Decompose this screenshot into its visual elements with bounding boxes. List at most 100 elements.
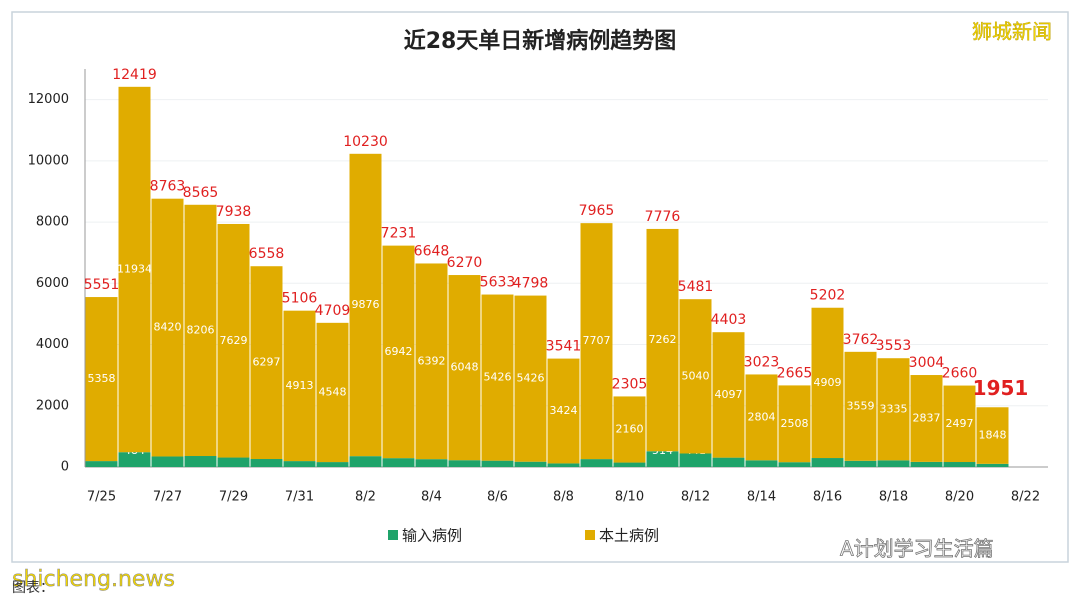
total-label: 4403	[711, 312, 747, 328]
legend-label: 输入病例	[402, 527, 462, 545]
legend-swatch	[388, 530, 398, 540]
bar-segment	[844, 351, 877, 461]
segment-label: 4097	[715, 388, 743, 401]
total-label: 7231	[381, 226, 417, 242]
x-tick-label: 8/18	[879, 490, 908, 505]
segment-label: 7629	[220, 334, 248, 347]
total-label: 8763	[150, 179, 186, 195]
bar-segment	[250, 266, 283, 460]
segment-label: 5426	[517, 372, 545, 385]
total-label: 2660	[942, 366, 978, 382]
segment-label: 2837	[913, 411, 941, 424]
bar-segment	[811, 458, 844, 467]
total-label: 3762	[843, 332, 879, 348]
x-tick-label: 8/16	[813, 490, 842, 505]
x-tick-label: 8/2	[355, 490, 376, 505]
segment-label: 6048	[451, 361, 479, 374]
total-label: 5481	[678, 279, 714, 295]
bar-segment	[481, 294, 514, 461]
bar-segment	[679, 299, 712, 454]
segment-label: 3559	[847, 399, 875, 412]
total-label: 6648	[414, 243, 450, 259]
segment-label: 2160	[616, 422, 644, 435]
bar-segment	[976, 407, 1009, 464]
x-tick-label: 8/12	[681, 490, 710, 505]
x-tick-label: 7/31	[285, 490, 314, 505]
bar-segment	[976, 463, 1009, 467]
segment-label: 3424	[550, 404, 578, 417]
bar-segment	[415, 263, 448, 460]
bar-segment	[85, 297, 118, 462]
segment-label: 8206	[187, 323, 215, 336]
legend-swatch	[585, 530, 595, 540]
total-label: 8565	[183, 185, 219, 201]
bar-segment	[415, 459, 448, 467]
segment-label: 7262	[649, 333, 677, 346]
segment-label: 2508	[781, 417, 809, 430]
total-label: 4709	[315, 303, 351, 319]
x-tick-label: 8/8	[553, 490, 574, 505]
total-label: 7776	[645, 209, 681, 225]
total-label: 5633	[480, 275, 516, 291]
total-label: 4798	[513, 276, 549, 292]
bar-segment	[382, 245, 415, 459]
bar-segment	[514, 461, 547, 467]
bar-segment	[547, 463, 580, 467]
segment-label: 7707	[583, 334, 611, 347]
bar-segment	[250, 459, 283, 467]
bar-segment	[943, 385, 976, 463]
bar-segment	[382, 458, 415, 467]
bar-segment	[514, 295, 547, 462]
bar-segment	[580, 459, 613, 467]
segment-label: 6297	[253, 356, 281, 369]
bar-segment	[943, 462, 976, 467]
y-tick-label: 6000	[36, 276, 69, 291]
bar-segment	[547, 358, 580, 464]
x-tick-label: 7/27	[153, 490, 182, 505]
bar-segment	[580, 223, 613, 460]
bar-segment	[151, 456, 184, 467]
bar-segment	[85, 461, 118, 467]
x-tick-label: 8/22	[1011, 490, 1040, 505]
bar-segment	[679, 453, 712, 467]
watermark: shicheng.news	[12, 567, 175, 592]
x-tick-label: 8/4	[421, 490, 442, 505]
y-tick-label: 2000	[36, 398, 69, 413]
total-label: 3553	[876, 338, 912, 354]
bar-segment	[316, 322, 349, 463]
total-label: 3023	[744, 354, 780, 370]
bar-segment	[283, 310, 316, 462]
watermark: A计划学习生活篇	[840, 537, 994, 561]
watermark: 狮城新闻	[972, 20, 1052, 44]
bar-segment	[778, 462, 811, 467]
total-label: 10230	[343, 134, 388, 150]
caption: 图表：	[12, 580, 54, 596]
segment-label: 8420	[154, 321, 182, 334]
bar-segment	[118, 86, 151, 453]
bar-segment	[151, 198, 184, 457]
bar-segment	[877, 460, 910, 467]
total-label: 5202	[810, 288, 846, 304]
segment-label: 9876	[352, 298, 380, 311]
segment-label: 1848	[979, 429, 1007, 442]
bar-segment	[613, 396, 646, 463]
bar-segment	[349, 456, 382, 467]
y-tick-label: 8000	[36, 215, 69, 230]
segment-label: 5426	[484, 371, 512, 384]
bar-segment	[217, 457, 250, 467]
bar-segment	[745, 460, 778, 467]
legend-label: 本土病例	[599, 527, 659, 545]
segment-label: 5040	[682, 369, 710, 382]
total-label: 5106	[282, 291, 318, 307]
bar-segment	[712, 332, 745, 458]
segment-label: 2497	[946, 417, 974, 430]
bar-segment	[910, 461, 943, 467]
bar-segment	[613, 462, 646, 467]
bar-segment	[646, 451, 679, 467]
total-label: 2665	[777, 365, 813, 381]
x-tick-label: 7/29	[219, 490, 248, 505]
bar-segment	[778, 385, 811, 463]
bar-segment	[712, 457, 745, 467]
x-tick-label: 8/6	[487, 490, 508, 505]
